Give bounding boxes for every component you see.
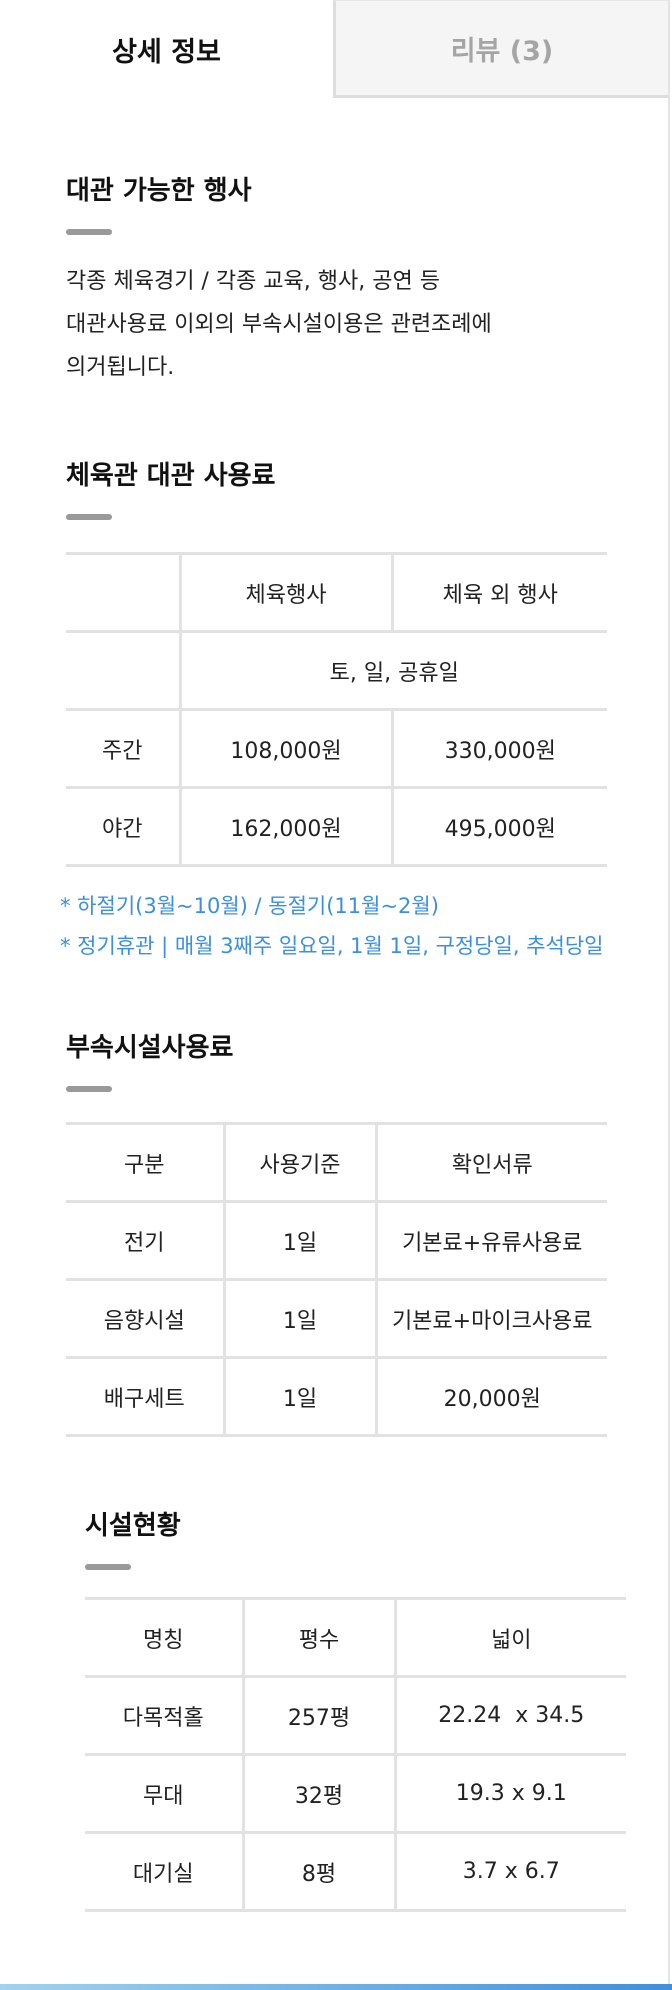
bottom-accent-bar <box>0 1984 672 1990</box>
table-cell: 108,000원 <box>180 710 392 788</box>
table-cell: 야간 <box>66 788 180 866</box>
table-header-cell: 사용기준 <box>224 1124 376 1202</box>
table-row: 야간 162,000원 495,000원 <box>66 788 607 866</box>
table-cell: 1일 <box>224 1280 376 1358</box>
facility-status-section: 시설현황 <box>85 1505 181 1570</box>
section-title: 체육관 대관 사용료 <box>66 455 275 492</box>
table-row: 음향시설 1일 기본료+마이크사용료 <box>66 1280 607 1358</box>
title-underline <box>85 1564 131 1570</box>
facility-fee-table: 구분 사용기준 확인서류 전기 1일 기본료+유류사용료 음향시설 1일 기본료… <box>66 1122 607 1437</box>
fee-notes: * 하절기(3월~10월) / 동절기(11월~2월) * 정기휴관 | 매월 … <box>60 886 603 966</box>
description-line: 각종 체육경기 / 각종 교육, 행사, 공연 등 <box>66 260 626 303</box>
table-cell: 기본료+유류사용료 <box>376 1202 607 1280</box>
section-title: 시설현황 <box>85 1505 181 1542</box>
table-row: 주간 108,000원 330,000원 <box>66 710 607 788</box>
table-cell: 19.3 x 9.1 <box>395 1755 626 1833</box>
table-cell: 330,000원 <box>392 710 607 788</box>
table-cell: 1일 <box>224 1358 376 1436</box>
table-cell: 3.7 x 6.7 <box>395 1833 626 1911</box>
table-cell: 주간 <box>66 710 180 788</box>
table-cell <box>66 632 180 710</box>
tab-bar: 상세 정보 리뷰 (3) <box>0 0 668 98</box>
table-header-cell: 넓이 <box>395 1599 626 1677</box>
table-cell: 495,000원 <box>392 788 607 866</box>
gym-fee-section: 체육관 대관 사용료 <box>66 455 275 520</box>
gym-fee-table: 체육행사 체육 외 행사 토, 일, 공휴일 주간 108,000원 330,0… <box>66 552 607 867</box>
table-cell <box>66 554 180 632</box>
table-row: 대기실 8평 3.7 x 6.7 <box>85 1833 626 1911</box>
table-row: 전기 1일 기본료+유류사용료 <box>66 1202 607 1280</box>
table-cell: 전기 <box>66 1202 224 1280</box>
table-header-cell: 명칭 <box>85 1599 243 1677</box>
table-header-row: 구분 사용기준 확인서류 <box>66 1124 607 1202</box>
table-row: 무대 32평 19.3 x 9.1 <box>85 1755 626 1833</box>
table-cell: 배구세트 <box>66 1358 224 1436</box>
tab-detail-info[interactable]: 상세 정보 <box>0 0 333 98</box>
table-cell: 257평 <box>243 1677 395 1755</box>
table-cell: 1일 <box>224 1202 376 1280</box>
description-line: 대관사용료 이외의 부속시설이용은 관련조례에 <box>66 303 626 346</box>
table-cell: 22.24 x 34.5 <box>395 1677 626 1755</box>
note-line: * 하절기(3월~10월) / 동절기(11월~2월) <box>60 886 603 926</box>
table-cell: 대기실 <box>85 1833 243 1911</box>
table-row: 다목적홀 257평 22.24 x 34.5 <box>85 1677 626 1755</box>
title-underline <box>66 514 112 520</box>
table-cell: 20,000원 <box>376 1358 607 1436</box>
table-header-cell: 구분 <box>66 1124 224 1202</box>
table-cell: 음향시설 <box>66 1280 224 1358</box>
table-header-cell: 확인서류 <box>376 1124 607 1202</box>
table-header-row: 명칭 평수 넓이 <box>85 1599 626 1677</box>
table-header-row: 체육행사 체육 외 행사 <box>66 554 607 632</box>
table-cell: 8평 <box>243 1833 395 1911</box>
table-cell: 무대 <box>85 1755 243 1833</box>
rental-events-description: 각종 체육경기 / 각종 교육, 행사, 공연 등 대관사용료 이외의 부속시설… <box>66 260 626 389</box>
facility-status-table: 명칭 평수 넓이 다목적홀 257평 22.24 x 34.5 무대 32평 1… <box>85 1597 626 1912</box>
title-underline <box>66 1086 112 1092</box>
table-row: 배구세트 1일 20,000원 <box>66 1358 607 1436</box>
title-underline <box>66 229 112 235</box>
section-title: 부속시설사용료 <box>66 1027 233 1064</box>
day-type-cell: 토, 일, 공휴일 <box>180 632 607 710</box>
rental-events-section: 대관 가능한 행사 각종 체육경기 / 각종 교육, 행사, 공연 등 대관사용… <box>66 170 626 389</box>
tab-reviews[interactable]: 리뷰 (3) <box>333 0 668 98</box>
table-cell: 162,000원 <box>180 788 392 866</box>
description-line: 의거됩니다. <box>66 346 626 389</box>
section-title: 대관 가능한 행사 <box>66 170 626 207</box>
facility-fee-section: 부속시설사용료 <box>66 1027 233 1092</box>
table-cell: 다목적홀 <box>85 1677 243 1755</box>
table-header-cell: 체육 외 행사 <box>392 554 607 632</box>
table-cell: 기본료+마이크사용료 <box>376 1280 607 1358</box>
note-line: * 정기휴관 | 매월 3째주 일요일, 1월 1일, 구정당일, 추석당일 <box>60 926 603 966</box>
table-header-cell: 평수 <box>243 1599 395 1677</box>
table-row: 토, 일, 공휴일 <box>66 632 607 710</box>
table-cell: 32평 <box>243 1755 395 1833</box>
table-header-cell: 체육행사 <box>180 554 392 632</box>
